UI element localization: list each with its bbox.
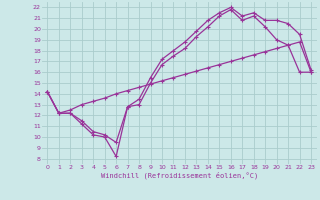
X-axis label: Windchill (Refroidissement éolien,°C): Windchill (Refroidissement éolien,°C) (100, 171, 258, 179)
